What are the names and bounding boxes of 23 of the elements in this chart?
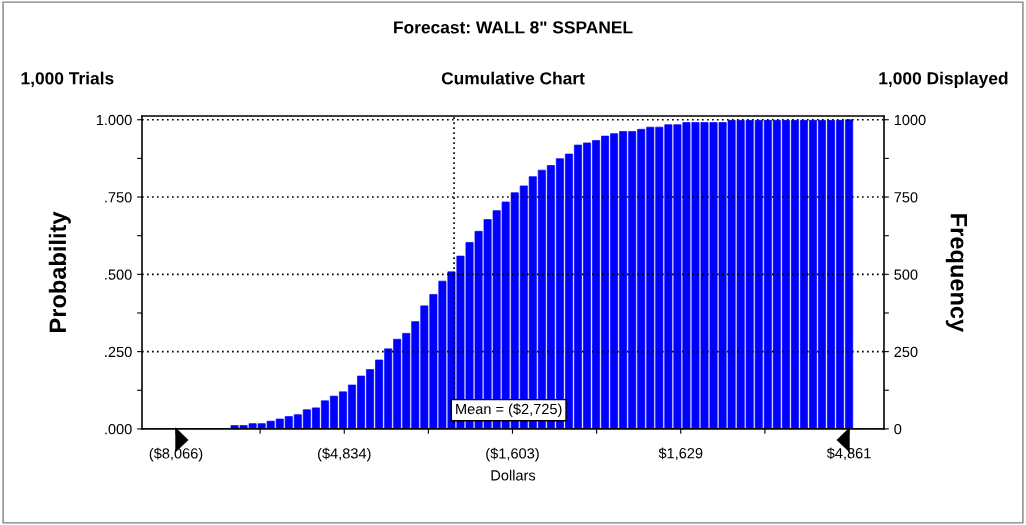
text: 1,000 Displayed	[879, 71, 1008, 88]
x-tick-label: ($4,834)	[318, 447, 371, 462]
y-axis-title: Probability	[48, 211, 71, 332]
chart-title: Forecast: WALL 8" SSPANEL	[394, 21, 633, 34]
y2-tick-label: 750	[894, 192, 918, 203]
ref-line-label: Mean = ($2,725)	[456, 403, 562, 418]
x-tick-label: $1,629	[658, 447, 703, 461]
x-tick-label: $4,861	[826, 447, 871, 461]
y-tick-label: .000	[105, 424, 132, 435]
y-tick-label: 1.000	[96, 114, 132, 126]
y-tick-label: .750	[105, 192, 132, 203]
y2-tick-label: 1000	[894, 114, 926, 126]
x-tick-label: ($1,603)	[486, 447, 539, 462]
y-tick-label: .500	[105, 269, 132, 280]
y2-tick-label: 500	[894, 269, 918, 280]
x-axis-title: Dollars	[491, 469, 536, 481]
y2-tick-label: 250	[894, 346, 918, 358]
x-tick-label: ($8,066)	[149, 447, 203, 462]
y2-axis-title: Frequency	[945, 214, 967, 333]
text: 1,000 Trials	[21, 71, 114, 87]
y2-tick-label: 0	[894, 424, 902, 435]
chart-subtitle: Cumulative Chart	[441, 71, 585, 85]
y-tick-label: .250	[105, 346, 132, 358]
